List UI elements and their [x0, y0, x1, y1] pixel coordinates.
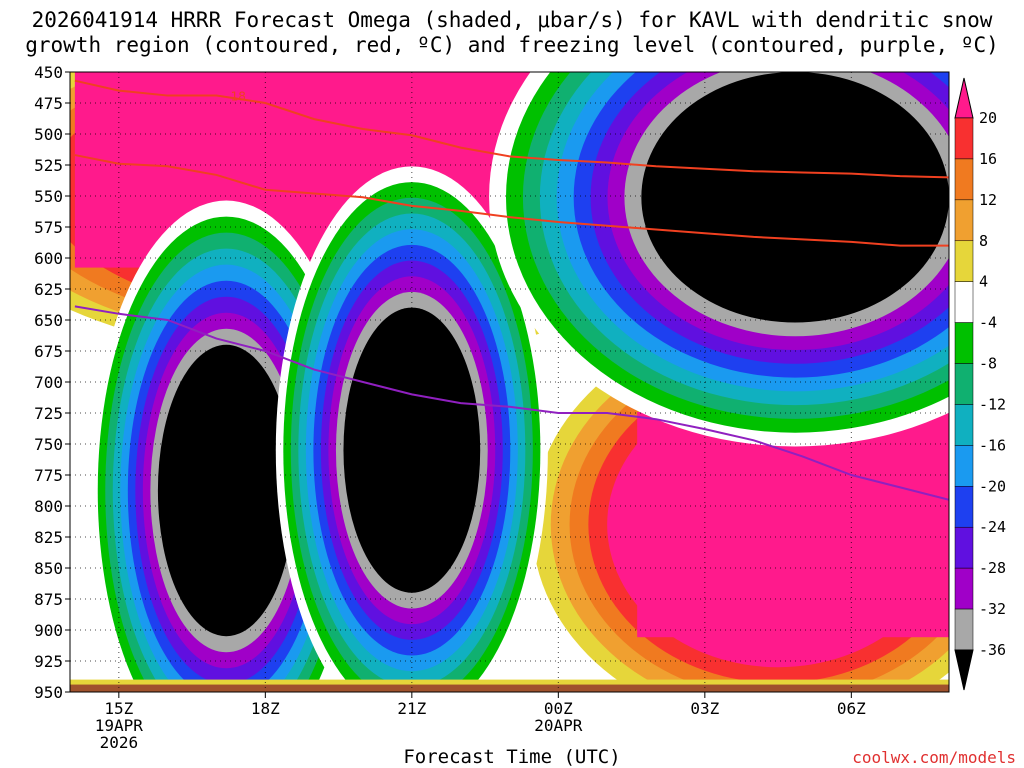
colorbar-label: -4 — [979, 314, 997, 332]
y-tick-label: 650 — [34, 311, 63, 330]
colorbar-label: 4 — [979, 273, 988, 291]
colorbar-label: 16 — [979, 150, 997, 168]
contour-dendritic-top — [74, 79, 949, 179]
y-tick-label: 800 — [34, 497, 63, 516]
y-tick-label: 750 — [34, 435, 63, 454]
y-tick-label: 475 — [34, 94, 63, 113]
y-tick-label: 825 — [34, 528, 63, 547]
chart-title-line2: growth region (contoured, red, ºC) and f… — [25, 33, 999, 57]
colorbar-label: 8 — [979, 232, 988, 250]
colorbar-label: -8 — [979, 355, 997, 373]
colorbar-segment — [954, 404, 974, 446]
subsidence-core-2-band-9 — [343, 307, 481, 593]
x-tick-date: 19APR — [95, 716, 144, 735]
y-tick-label: 450 — [34, 63, 63, 82]
colorbar-label: 12 — [979, 191, 997, 209]
x-tick-date: 20APR — [534, 716, 583, 735]
y-tick-label: 675 — [34, 342, 63, 361]
y-tick-label: 700 — [34, 373, 63, 392]
y-tick-label: 625 — [34, 280, 63, 299]
y-tick-label: 900 — [34, 621, 63, 640]
y-tick-label: 600 — [34, 249, 63, 268]
colorbar-segment — [954, 526, 974, 569]
x-tick-label: 18Z — [251, 699, 280, 718]
colorbar-label: -24 — [979, 518, 1006, 536]
colorbar-bottom-arrow — [954, 649, 974, 691]
colorbar-segment — [954, 608, 974, 651]
colorbar-label: -36 — [979, 641, 1006, 659]
colorbar-label: -32 — [979, 600, 1006, 618]
colorbar-label: 20 — [979, 109, 997, 127]
contour-label: -18 — [226, 90, 246, 104]
y-tick-label: 725 — [34, 404, 63, 423]
colorbar-label: -20 — [979, 477, 1006, 495]
colorbar-label: -28 — [979, 559, 1006, 577]
colorbar-label: -16 — [979, 436, 1006, 454]
y-tick-label: 925 — [34, 652, 63, 671]
subsidence-core-3-band-9 — [641, 72, 949, 323]
colorbar-segment — [954, 158, 974, 201]
colorbar-segment — [954, 322, 974, 364]
y-tick-label: 775 — [34, 466, 63, 485]
x-tick-label: 15Z — [104, 699, 133, 718]
credit-link[interactable]: coolwx.com/models — [852, 748, 1016, 767]
y-tick-label: 950 — [34, 683, 63, 702]
y-tick-label: 575 — [34, 218, 63, 237]
colorbar-segment — [954, 486, 974, 528]
y-tick-label: 525 — [34, 156, 63, 175]
subsidence-core-1-band-9 — [157, 344, 295, 637]
colorbar-segment — [954, 199, 974, 242]
contour-freezing-level — [74, 305, 949, 501]
colorbar-segment — [954, 567, 974, 610]
colorbar-segment — [954, 240, 974, 282]
chart-title-line1: 2026041914 HRRR Forecast Omega (shaded, … — [31, 8, 993, 32]
x-tick-label: 21Z — [397, 699, 426, 718]
x-axis-title: Forecast Time (UTC) — [403, 746, 621, 768]
colorbar-segment — [954, 363, 974, 405]
lower-upward-core — [637, 412, 949, 638]
x-tick-label: 03Z — [690, 699, 719, 718]
y-tick-label: 875 — [34, 590, 63, 609]
x-tick-label: 00Z — [544, 699, 573, 718]
colorbar-segment — [954, 281, 974, 323]
colorbar-segment — [954, 117, 974, 160]
colorbar-top-arrow — [954, 77, 974, 119]
x-tick-label: 06Z — [837, 699, 866, 718]
colorbar-label: -12 — [979, 395, 1006, 413]
y-tick-label: 500 — [34, 125, 63, 144]
contour-dendritic-bottom — [74, 154, 949, 247]
y-tick-label: 550 — [34, 187, 63, 206]
colorbar-segment — [954, 445, 974, 487]
terrain-strip — [70, 684, 949, 692]
y-tick-label: 850 — [34, 559, 63, 578]
x-tick-year: 2026 — [100, 733, 139, 752]
